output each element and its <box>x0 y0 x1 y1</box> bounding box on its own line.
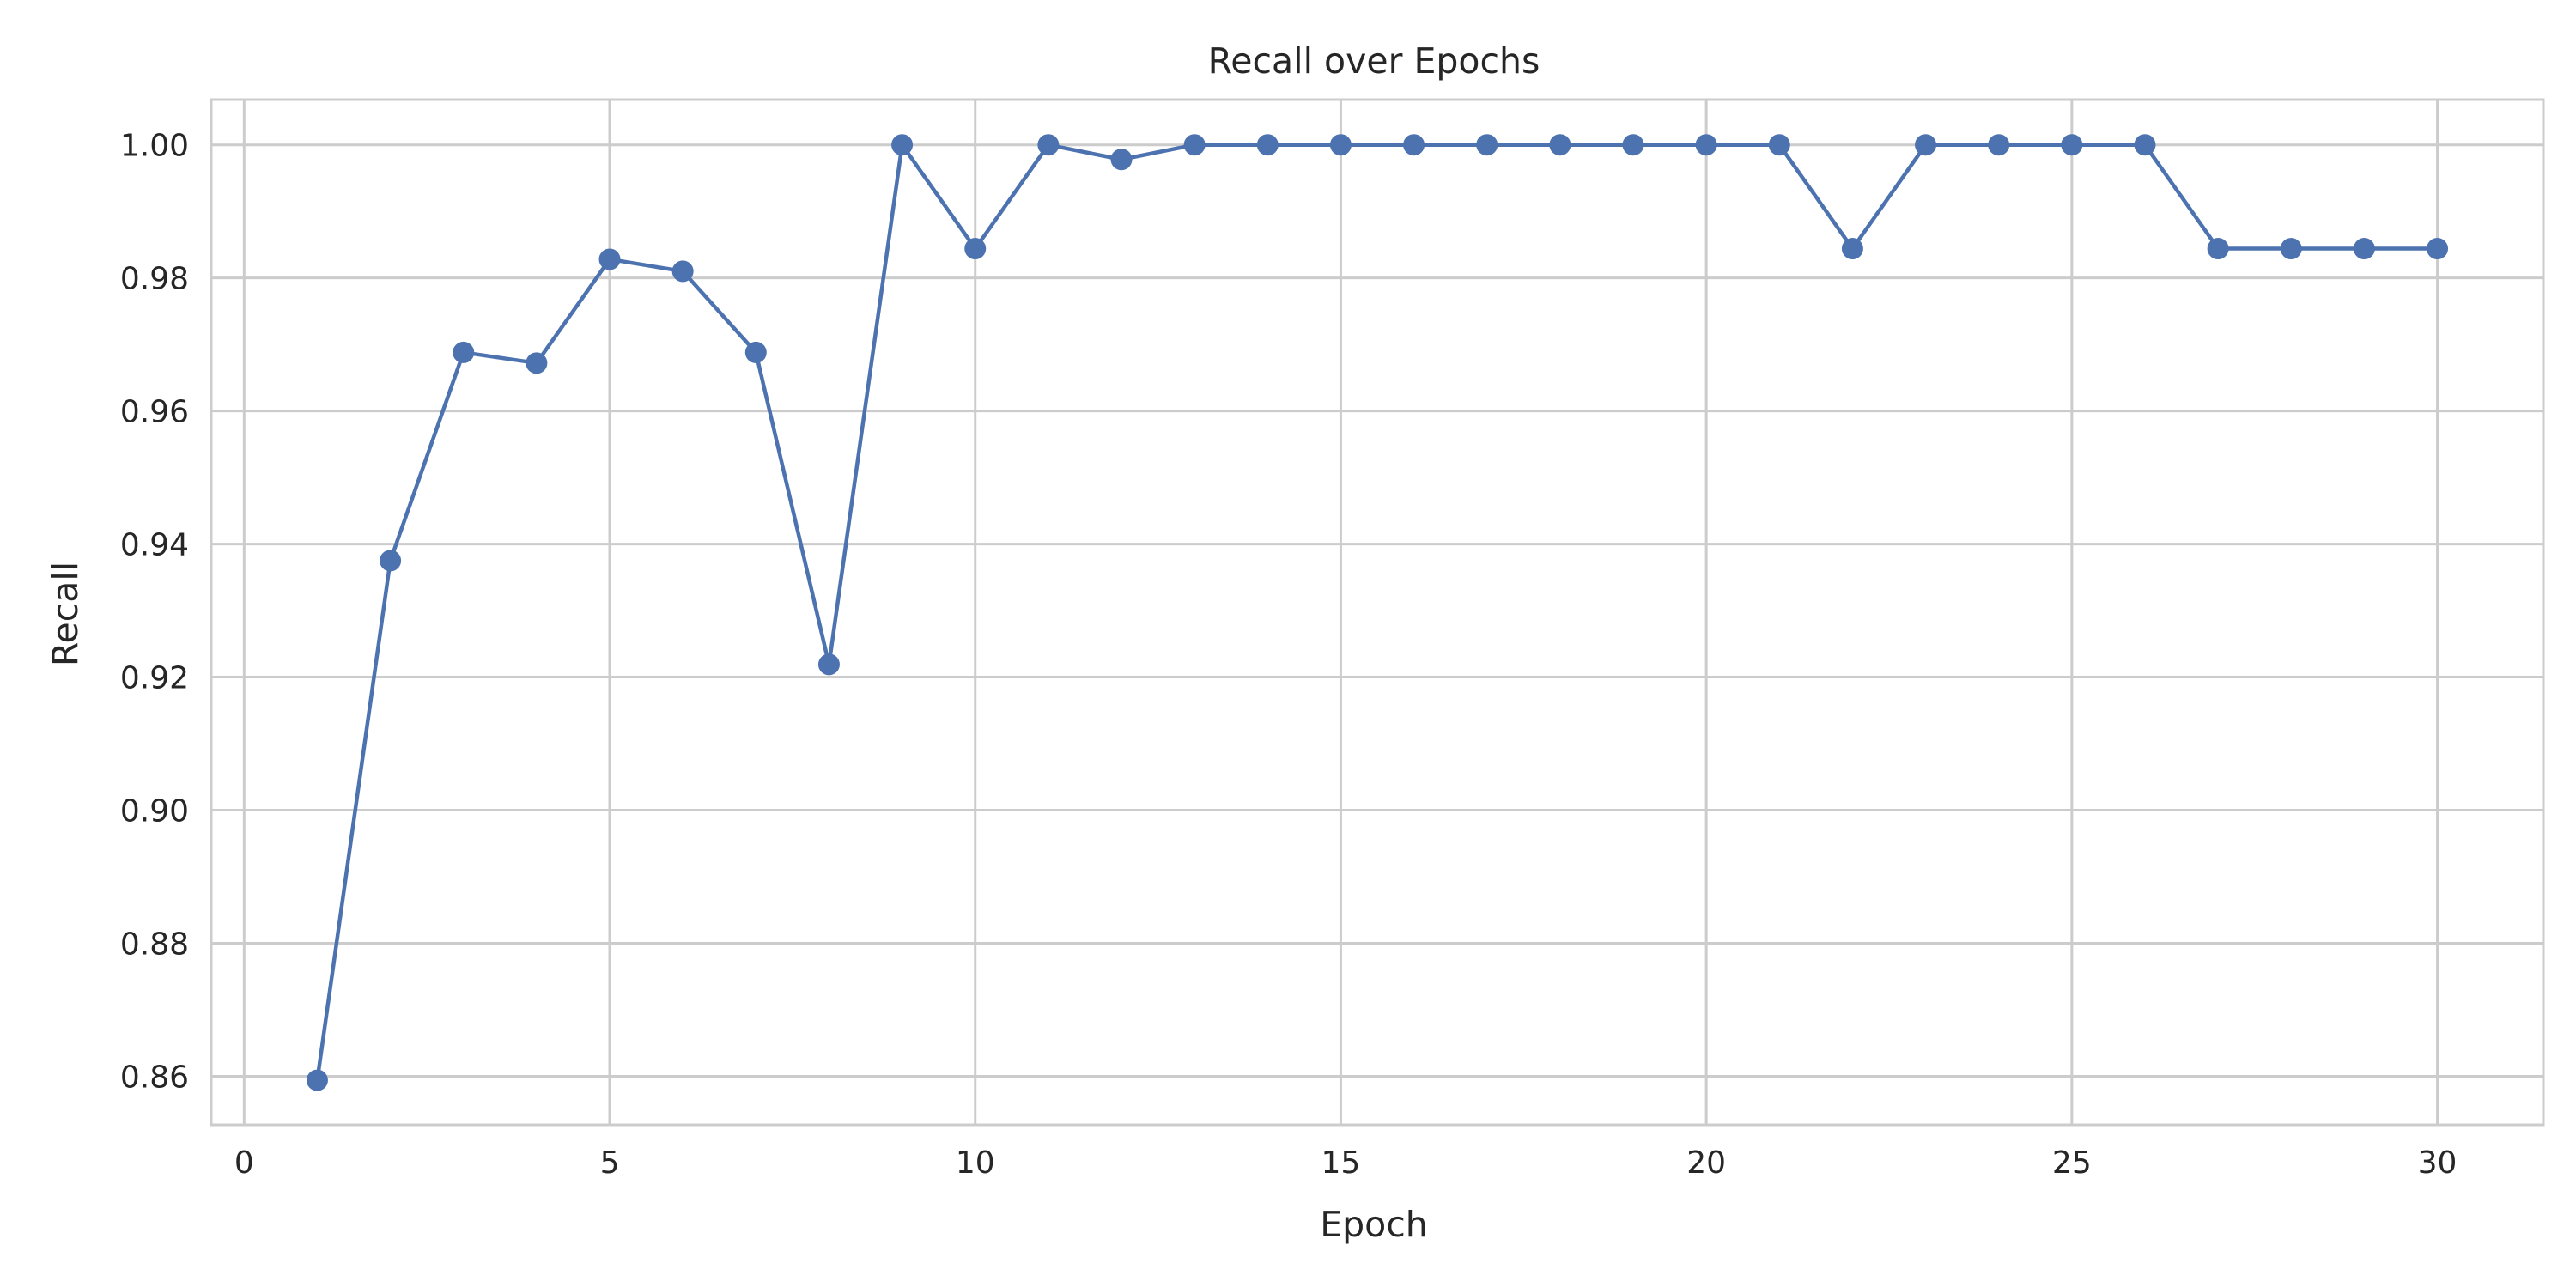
y-tick-label: 0.98 <box>120 262 189 297</box>
data-point <box>1183 134 1206 156</box>
y-tick-label: 0.86 <box>120 1060 189 1095</box>
data-point <box>2280 238 2302 260</box>
data-point <box>1841 238 1863 260</box>
y-tick-label: 0.94 <box>120 528 189 563</box>
data-point <box>2134 134 2156 156</box>
plot-frame <box>210 98 2545 1127</box>
data-point <box>744 341 767 363</box>
data-point <box>380 550 402 572</box>
data-point <box>526 352 548 374</box>
x-tick-label: 30 <box>2418 1145 2458 1181</box>
recall-line <box>315 143 2439 1083</box>
y-tick-label: 0.96 <box>120 395 189 430</box>
y-axis-label: Recall <box>45 562 86 666</box>
grid-layer <box>211 100 2543 1125</box>
data-point <box>1622 134 1644 156</box>
x-tick-label: 20 <box>1686 1145 1726 1181</box>
data-point <box>1549 134 1571 156</box>
x-tick-label: 15 <box>1321 1145 1361 1181</box>
data-point <box>1329 134 1352 156</box>
chart-title: Recall over Epochs <box>1208 40 1540 82</box>
y-tick-labels: 0.86 0.88 0.90 0.92 0.94 0.96 0.98 1.00 <box>120 129 189 1096</box>
data-point <box>598 248 621 270</box>
data-point <box>2061 134 2083 156</box>
data-point <box>1768 134 1790 156</box>
data-point <box>671 260 694 283</box>
y-tick-label: 0.90 <box>120 794 189 829</box>
x-tick-label: 10 <box>956 1145 995 1181</box>
y-tick-label: 0.88 <box>120 927 189 962</box>
data-point <box>1476 134 1498 156</box>
data-point <box>1403 134 1425 156</box>
x-tick-labels: 0 5 10 15 20 25 30 <box>234 1145 2458 1181</box>
data-point <box>2207 238 2229 260</box>
data-point <box>964 238 987 260</box>
y-tick-label: 1.00 <box>120 129 189 164</box>
x-axis-label: Epoch <box>1320 1204 1428 1245</box>
data-point <box>306 1069 328 1091</box>
data-point <box>2353 238 2375 260</box>
y-tick-label: 0.92 <box>120 661 189 696</box>
data-point <box>817 653 840 676</box>
data-point <box>891 134 914 156</box>
x-tick-label: 25 <box>2052 1145 2092 1181</box>
data-point <box>453 341 475 363</box>
data-point <box>1915 134 1937 156</box>
data-point <box>1988 134 2010 156</box>
data-point <box>1256 134 1279 156</box>
series-layer <box>306 134 2449 1091</box>
x-tick-label: 0 <box>234 1145 254 1181</box>
data-point <box>1037 134 1060 156</box>
data-point <box>1695 134 1717 156</box>
data-point <box>2427 238 2449 260</box>
data-point <box>1110 149 1133 171</box>
x-tick-label: 5 <box>600 1145 620 1181</box>
